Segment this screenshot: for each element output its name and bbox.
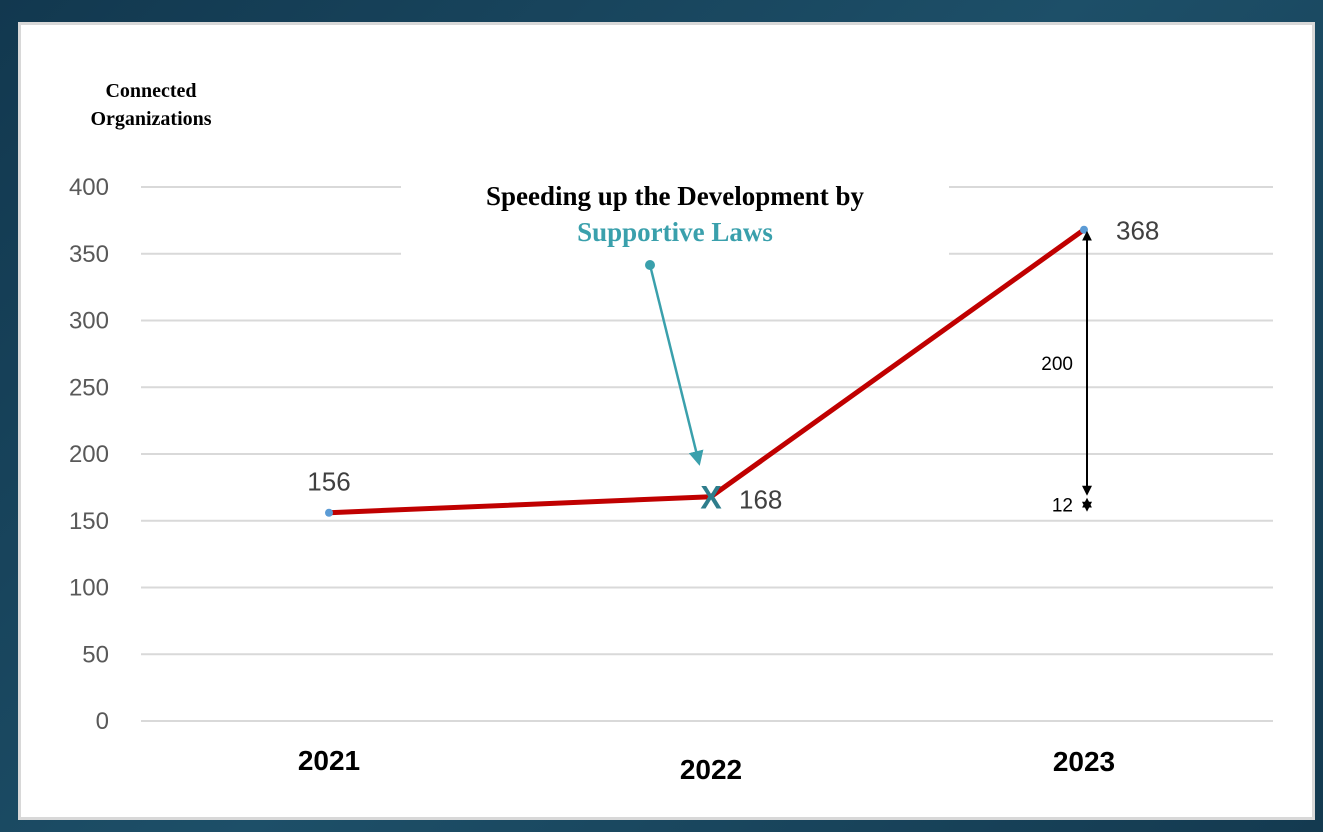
y-tick-label: 350 [69,241,109,268]
y-tick-label: 200 [69,441,109,468]
difference-brackets: 200 12 [1041,230,1092,517]
annotation-title-line1: Speeding up the Development by [486,181,865,211]
y-tick-labels: 0 50 100 150 200 250 300 350 400 [69,174,109,735]
annotation-title-line2: Supportive Laws [577,217,773,247]
data-label: 156 [307,467,350,497]
y-tick-label: 150 [69,508,109,535]
line-chart: Connected Organizations 0 50 100 150 200 250 3… [69,80,1273,785]
x-category-label: 2022 [680,754,742,785]
x-category-labels: 2021 2022 2023 [298,745,1115,785]
chart-panel: Connected Organizations 0 50 100 150 200 250 3… [18,22,1315,820]
difference-label: 200 [1041,354,1073,375]
data-point-marker [1080,225,1088,234]
series-line [326,227,1087,516]
data-label: 168 [739,485,782,515]
y-axis-title-line1: Connected [105,80,196,102]
y-tick-label: 50 [82,641,109,668]
gridlines [141,186,1273,722]
y-tick-label: 400 [69,174,109,201]
x-category-label: 2023 [1053,746,1115,777]
y-axis-title-line2: Organizations [90,108,211,130]
series-layer: X 156 168 368 [307,216,1159,517]
annotation-title-background [401,175,949,267]
difference-label: 12 [1052,496,1073,517]
y-tick-label: 100 [69,575,109,602]
x-category-label: 2021 [298,745,360,776]
data-point-marker [325,508,333,517]
y-tick-label: 0 [96,708,109,735]
y-tick-label: 300 [69,308,109,335]
y-tick-label: 250 [69,374,109,401]
x-marker: X [700,480,722,516]
annotation-pointer-arrow [648,264,704,466]
data-label: 368 [1116,216,1159,246]
